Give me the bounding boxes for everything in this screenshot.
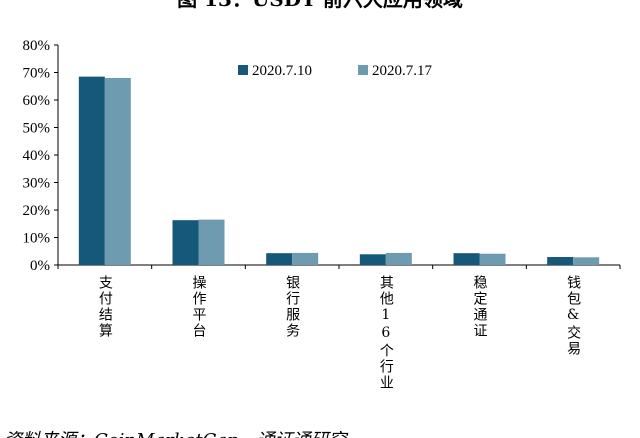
bar (78, 76, 105, 265)
x-category-label: 其他16个行业 (378, 275, 394, 391)
y-tick-label: 20% (23, 203, 51, 219)
x-category-label: 银行服务 (284, 275, 300, 339)
bar (292, 252, 319, 265)
x-category-label: 支付结算 (97, 275, 113, 339)
chart-title: 图 13：USDT 前六大应用领域 (177, 0, 463, 11)
x-category-label: 钱包&交易 (565, 275, 581, 357)
x-category-label: 稳定通证 (472, 275, 488, 339)
legend-swatch (238, 65, 248, 75)
bar (479, 253, 506, 265)
bars (78, 76, 600, 265)
y-tick-label: 50% (23, 121, 51, 137)
y-tick-label: 80% (23, 38, 51, 54)
bar (104, 78, 131, 265)
y-tick-label: 0% (30, 258, 50, 274)
bar (198, 219, 225, 265)
legend-label: 2020.7.17 (372, 63, 433, 79)
y-tick-label: 60% (23, 93, 51, 109)
bar (385, 252, 412, 265)
y-tick-label: 30% (23, 176, 51, 192)
source-note: 资料来源：CoinMarketCap，通证通研究 (4, 430, 349, 438)
bar (547, 257, 574, 265)
bar (266, 253, 293, 265)
y-tick-label: 40% (23, 148, 51, 164)
axes: 0% 10% 20% 30% 40% 50% 60% 70% 80% (23, 38, 621, 274)
category-labels: 支付结算 操作平台 银行服务 其他16个行业 稳定通证 钱包&交易 (97, 275, 581, 391)
x-category-label: 操作平台 (191, 275, 207, 339)
bar (359, 254, 386, 265)
bar (573, 257, 600, 265)
y-tick-label: 10% (23, 231, 51, 247)
legend-swatch (358, 65, 368, 75)
y-tick-label: 70% (23, 66, 51, 82)
bar (172, 220, 199, 265)
bar (453, 253, 480, 265)
legend: 2020.7.10 2020.7.17 (238, 63, 433, 79)
legend-label: 2020.7.10 (252, 63, 312, 79)
